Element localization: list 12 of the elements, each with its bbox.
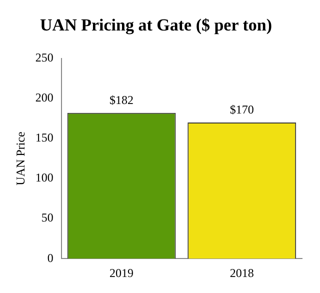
chart-title: UAN Pricing at Gate ($ per ton) — [40, 16, 272, 35]
data-label: $170 — [230, 102, 254, 117]
x-tick-label: 2018 — [230, 266, 254, 280]
data-label: $182 — [110, 93, 134, 108]
y-tick-label: 100 — [35, 170, 54, 185]
y-axis-title: UAN Price — [13, 132, 28, 186]
y-tick-label: 50 — [41, 210, 54, 225]
y-tick-label: 250 — [35, 50, 54, 65]
y-tick-label: 200 — [35, 90, 54, 105]
x-tick-label: 2019 — [110, 266, 134, 280]
y-tick-label: 150 — [35, 130, 54, 145]
y-tick-label: 0 — [47, 250, 54, 265]
